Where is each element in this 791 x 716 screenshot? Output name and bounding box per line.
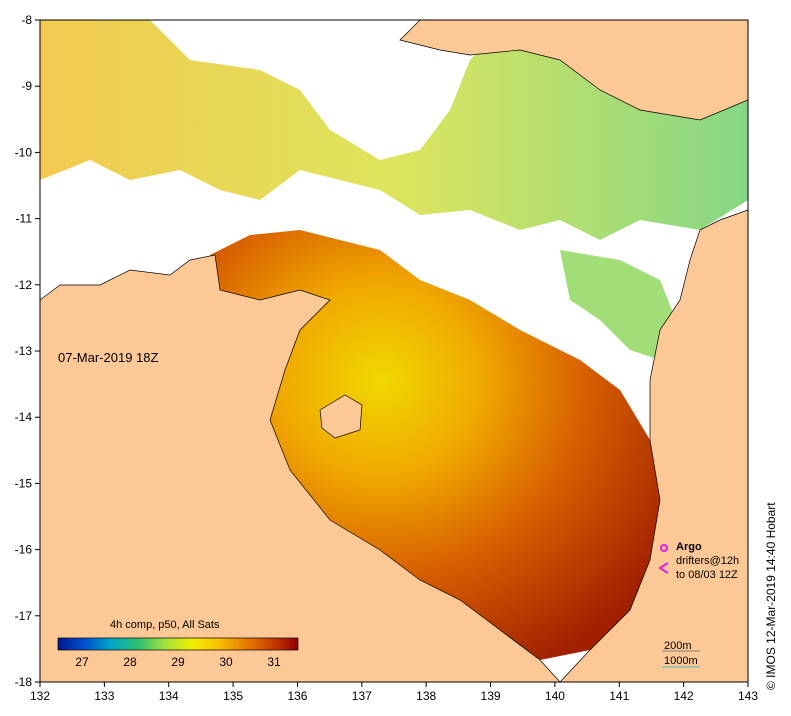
lat-tick-label: -13: [15, 344, 33, 358]
lat-tick-label: -15: [15, 476, 33, 490]
drifters-date-label: to 08/03 12Z: [676, 569, 738, 581]
colorbar-tick-label: 30: [219, 655, 233, 669]
colorbar-tick-label: 29: [171, 655, 185, 669]
lat-tick-label: -17: [15, 609, 33, 623]
lat-tick-label: -8: [21, 13, 32, 27]
sst-gulf: [210, 230, 660, 660]
lon-tick-label: 138: [416, 689, 436, 703]
credit-label: © IMOS 12-Mar-2019 14:40 Hobart: [764, 502, 778, 690]
map-date-label: 07-Mar-2019 18Z: [58, 350, 159, 365]
colorbar-tick-label: 31: [267, 655, 281, 669]
lon-tick-label: 133: [94, 689, 114, 703]
lon-tick-label: 142: [674, 689, 694, 703]
drifters-legend-label: drifters@12h: [676, 555, 740, 567]
lon-tick-label: 143: [738, 689, 758, 703]
lat-tick-label: -12: [15, 278, 33, 292]
lat-tick-label: -16: [15, 543, 33, 557]
lon-tick-label: 134: [159, 689, 179, 703]
longitude-axis: 132 133 134 135 136 137 138 139 140 141 142 143: [30, 682, 758, 703]
lon-tick-label: 141: [609, 689, 629, 703]
lat-tick-label: -18: [15, 675, 33, 689]
lat-tick-label: -14: [15, 410, 33, 424]
argo-legend-label: Argo: [676, 541, 702, 553]
depth-1000m-label: 1000m: [664, 655, 698, 667]
colorbar-title: 4h comp, p50, All Sats: [110, 619, 220, 631]
lon-tick-label: 137: [352, 689, 372, 703]
lat-tick-label: -9: [21, 79, 32, 93]
land-new-guinea: [399, 20, 748, 121]
sst-east-green: [560, 250, 680, 360]
depth-200m-label: 200m: [664, 640, 692, 652]
lon-tick-label: 135: [223, 689, 243, 703]
argo-marker-icon: [660, 544, 668, 552]
sst-north-patches: [40, 20, 748, 240]
lon-tick-label: 132: [30, 689, 50, 703]
colorbar-ticks: 27 28 29 30 31: [75, 655, 281, 669]
drifter-track-icon: [658, 562, 669, 574]
land-arnhem: [40, 254, 561, 682]
colorbar-tick-label: 27: [75, 655, 89, 669]
lon-tick-label: 136: [287, 689, 307, 703]
lon-tick-label: 140: [545, 689, 565, 703]
lat-tick-label: -10: [15, 145, 33, 159]
land-cape-york: [559, 209, 748, 682]
lat-tick-label: -11: [16, 212, 33, 226]
colorbar-tick-label: 28: [123, 655, 137, 669]
colorbar: [57, 637, 299, 651]
lon-tick-label: 139: [481, 689, 501, 703]
land-groote: [319, 394, 363, 439]
latitude-axis: -8 -9 -10 -11 -12 -13 -14 -15 -16 -17 -18: [15, 13, 40, 689]
